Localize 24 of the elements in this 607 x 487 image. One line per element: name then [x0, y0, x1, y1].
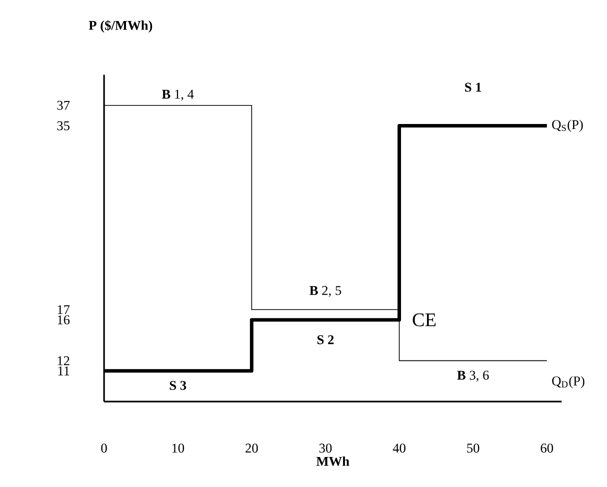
annotation: CE [412, 313, 436, 326]
x-tick-label: 10 [172, 444, 184, 453]
y-tick-label: 37 [57, 100, 70, 110]
series-label: Q$_{D}$(P) [552, 376, 584, 388]
y-tick-label: 35 [57, 121, 70, 130]
annotation: S 1 [465, 82, 482, 92]
x-tick-label: 40 [392, 444, 406, 453]
annotation: B 3, 6 [457, 370, 489, 382]
annotation: S 3 [170, 381, 186, 390]
x-axis-title: MWh [316, 456, 350, 466]
y-tick-label: 16 [58, 315, 70, 324]
y-tick-label: 17 [58, 305, 70, 314]
x-tick-label: 60 [540, 444, 554, 453]
x-tick-label: 30 [319, 444, 332, 453]
x-tick-label: 20 [246, 444, 258, 453]
annotation: B 1, 4 [162, 90, 194, 101]
series-label: Q$_{S}$(P) [552, 120, 583, 132]
y-tick-label: 11 [58, 366, 70, 376]
x-tick-label: 0 [101, 444, 107, 453]
y-tick-label: 12 [58, 356, 70, 366]
x-tick-label: 50 [467, 444, 480, 453]
annotation: B 2, 5 [310, 286, 342, 297]
annotation: S 2 [317, 335, 334, 344]
y-axis-title: P ($/MWh) [88, 20, 152, 33]
